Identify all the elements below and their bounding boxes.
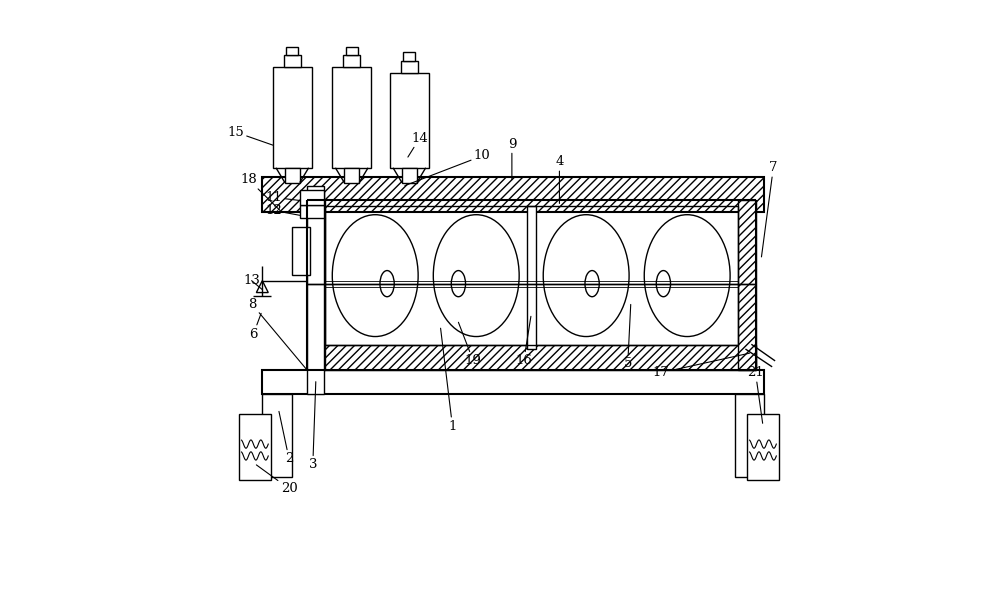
Bar <box>346 47 358 55</box>
Bar <box>307 201 325 370</box>
Bar <box>332 67 371 168</box>
Bar <box>527 207 536 349</box>
Bar <box>300 205 324 219</box>
Text: 11: 11 <box>266 191 300 204</box>
Bar <box>292 227 310 275</box>
Bar <box>747 414 779 480</box>
Text: 15: 15 <box>227 125 273 145</box>
Text: 17: 17 <box>652 353 750 379</box>
Bar <box>390 73 429 168</box>
Bar <box>343 55 360 67</box>
Bar <box>239 414 271 480</box>
Bar <box>273 67 312 168</box>
Text: 20: 20 <box>256 465 297 495</box>
Text: 8: 8 <box>248 298 307 370</box>
Bar <box>285 168 300 183</box>
Bar <box>344 168 359 183</box>
Bar <box>262 370 764 393</box>
Bar <box>401 61 418 73</box>
Bar <box>262 393 292 477</box>
Bar <box>307 186 324 393</box>
Text: 7: 7 <box>761 161 778 257</box>
Text: 21: 21 <box>747 367 764 423</box>
Bar <box>284 55 301 67</box>
Text: 2: 2 <box>279 411 293 466</box>
Text: 12: 12 <box>266 204 300 217</box>
Text: 6: 6 <box>249 313 261 341</box>
Text: 10: 10 <box>405 149 491 186</box>
Text: 4: 4 <box>555 155 564 204</box>
Bar <box>307 345 756 370</box>
Bar <box>300 190 324 205</box>
Text: 3: 3 <box>309 381 317 472</box>
Text: 18: 18 <box>240 173 280 211</box>
Text: 5: 5 <box>624 304 632 370</box>
Text: 1: 1 <box>441 328 457 433</box>
Text: 19: 19 <box>458 322 482 367</box>
Bar <box>262 177 764 213</box>
Bar <box>402 168 417 183</box>
Text: 9: 9 <box>508 137 516 180</box>
Bar <box>403 53 415 61</box>
Text: 14: 14 <box>408 131 428 157</box>
Bar <box>735 393 764 477</box>
Bar <box>286 47 298 55</box>
Text: 16: 16 <box>515 316 532 367</box>
Bar <box>738 201 756 370</box>
Text: 13: 13 <box>243 274 262 290</box>
